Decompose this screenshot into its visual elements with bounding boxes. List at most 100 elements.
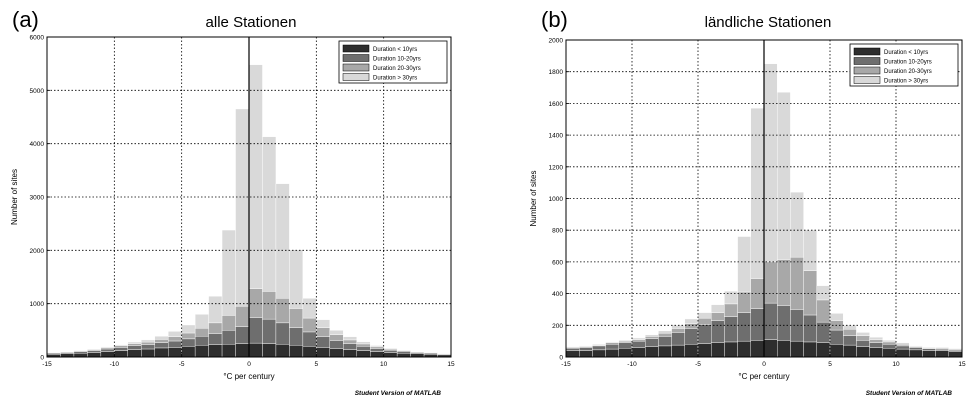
bar-segment (843, 345, 856, 357)
bar-segment (222, 344, 235, 357)
bar-segment (168, 337, 181, 341)
bar-segment (843, 336, 856, 346)
bar-segment (619, 341, 632, 343)
bar-segment (764, 303, 777, 339)
x-tick-label: 10 (380, 361, 388, 368)
bar-segment (632, 347, 645, 357)
bar-segment (870, 343, 883, 348)
y-tick-label: 2000 (549, 38, 564, 45)
bar-segment (843, 329, 856, 335)
bar-segment (883, 340, 896, 342)
y-tick-label: 2000 (30, 248, 45, 255)
bar-segment (60, 352, 73, 353)
bar-segment (896, 343, 909, 345)
bar-segment (566, 351, 579, 357)
bar-segment (830, 344, 843, 357)
bar-segment (777, 340, 790, 357)
bar-segment (909, 347, 922, 349)
bar-segment (343, 344, 356, 350)
bar-segment (817, 300, 830, 322)
bar-segment (249, 65, 262, 289)
bar-segment (357, 344, 370, 346)
bar-segment (949, 351, 962, 357)
bar-segment (141, 345, 154, 349)
bar-segment (579, 346, 592, 347)
bar-segment (222, 330, 235, 344)
bar-segment (384, 350, 397, 352)
bar-segment (804, 342, 817, 357)
bar-segment (155, 343, 168, 348)
bar-segment (790, 257, 803, 309)
legend-swatch (343, 64, 369, 71)
bar-segment (790, 192, 803, 257)
bar-segment (830, 313, 843, 320)
bar-segment (685, 328, 698, 344)
bar-segment (303, 346, 316, 357)
bar-segment (249, 318, 262, 344)
y-tick-label: 1000 (30, 301, 45, 308)
bar-segment (936, 351, 949, 357)
bar-segment (343, 340, 356, 344)
bar-segment (606, 342, 619, 343)
y-tick-label: 4000 (30, 141, 45, 148)
bar-segment (738, 292, 751, 313)
bar-segment (645, 335, 658, 337)
bar-segment (74, 353, 87, 357)
bar-segment (262, 344, 275, 357)
legend-entry: Duration 20-30yrs (884, 69, 932, 75)
bar-segment (579, 351, 592, 357)
bar-segment (764, 340, 777, 357)
bar-segment (619, 348, 632, 357)
x-axis-label: °C per century (738, 372, 789, 381)
bar-segment (658, 336, 671, 346)
bar-segment (830, 330, 843, 344)
bar-segment (303, 332, 316, 346)
bar-segment (87, 349, 100, 350)
bar-segment (777, 305, 790, 340)
bar-segment (592, 350, 605, 357)
bar-segment (685, 319, 698, 324)
bar-segment (645, 339, 658, 347)
legend-swatch (343, 45, 369, 52)
bar-segment (397, 351, 410, 353)
bar-segment (645, 347, 658, 357)
bar-segment (384, 353, 397, 357)
y-tick-label: 1200 (549, 164, 564, 171)
bar-segment (856, 336, 869, 341)
bar-segment (276, 344, 289, 357)
bar-segment (777, 92, 790, 259)
bar-segment (343, 350, 356, 357)
bar-segment (303, 318, 316, 332)
bar-segment (672, 328, 685, 332)
bar-segment (182, 346, 195, 357)
bar-segment (397, 353, 410, 357)
panel-tag: (b) (541, 7, 568, 32)
bar-segment (249, 289, 262, 318)
legend-entry: Duration < 10yrs (373, 47, 417, 53)
bar-segment (114, 345, 127, 346)
bar-segment (168, 331, 181, 336)
bar-segment (804, 271, 817, 315)
bar-segment (817, 286, 830, 300)
bar-segment (209, 323, 222, 334)
bar-segment (685, 344, 698, 357)
bar-segment (316, 320, 329, 328)
bar-segment (606, 349, 619, 357)
y-axis-label: Number of sites (529, 170, 538, 226)
bar-segment (222, 230, 235, 315)
bar-segment (751, 108, 764, 278)
bar-segment (698, 313, 711, 319)
bar-segment (357, 351, 370, 357)
bar-segment (195, 336, 208, 345)
x-tick-label: -10 (110, 361, 120, 368)
legend-entry: Duration > 30yrs (884, 79, 928, 85)
bar-segment (195, 345, 208, 357)
bar-segment (896, 349, 909, 357)
bar-segment (87, 351, 100, 353)
legend-entry: Duration 10-20yrs (373, 57, 421, 63)
bar-segment (262, 319, 275, 344)
bar-segment (236, 327, 249, 344)
bar-segment (370, 348, 383, 351)
bar-segment (168, 347, 181, 357)
bar-segment (330, 348, 343, 357)
